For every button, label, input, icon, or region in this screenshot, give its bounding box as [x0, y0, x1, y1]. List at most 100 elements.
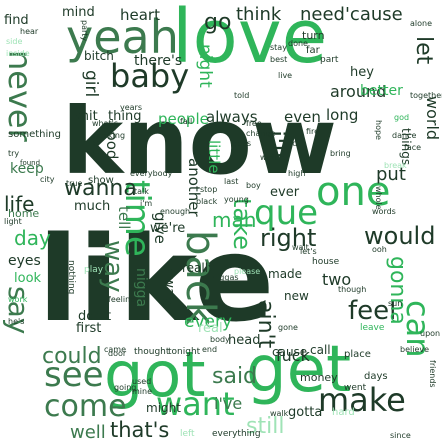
- word: came: [104, 345, 127, 354]
- word: never: [1, 50, 39, 142]
- word: stop: [200, 185, 218, 194]
- word: upon: [420, 329, 441, 338]
- word: take: [228, 198, 256, 250]
- word: goes: [232, 139, 252, 148]
- word: can: [399, 300, 437, 358]
- word: hope: [374, 120, 383, 140]
- word: right: [260, 224, 317, 252]
- word: hold: [90, 134, 101, 156]
- word: inside: [6, 49, 30, 58]
- word: let: [411, 36, 436, 65]
- word: ever: [270, 185, 300, 200]
- word: girl: [81, 70, 101, 98]
- word: place: [344, 349, 371, 360]
- word: another: [185, 158, 203, 217]
- word: ain't: [253, 300, 278, 349]
- word: gotta: [288, 405, 323, 420]
- word: please: [234, 267, 261, 276]
- word: look: [14, 271, 42, 286]
- word: tonight: [168, 347, 201, 357]
- word: house: [312, 257, 340, 267]
- word: high: [288, 169, 306, 178]
- word: body: [210, 335, 230, 344]
- word: keep: [10, 161, 44, 177]
- word: little: [205, 140, 223, 174]
- word: i've: [214, 394, 243, 413]
- word: better: [360, 83, 403, 99]
- word: i'm: [140, 199, 153, 208]
- word: got: [104, 338, 206, 411]
- word: made: [268, 267, 303, 281]
- word: that's: [110, 418, 170, 442]
- word: new: [284, 289, 309, 303]
- word: day: [14, 226, 51, 250]
- word: together: [410, 91, 442, 100]
- word: like: [38, 210, 275, 348]
- word: want: [156, 385, 235, 423]
- word: gonna: [385, 256, 410, 325]
- word: watch: [260, 153, 285, 162]
- word: yeah: [66, 10, 179, 64]
- word: niggas: [212, 273, 239, 282]
- word: tell: [115, 206, 133, 230]
- word: find: [4, 13, 29, 28]
- word: wanna: [64, 176, 137, 201]
- word: well: [70, 422, 106, 443]
- word: light: [4, 217, 22, 226]
- word: side: [6, 37, 23, 46]
- word: eyes: [8, 253, 41, 269]
- word: said: [212, 364, 258, 389]
- word: money: [300, 371, 338, 384]
- word: hard: [332, 407, 355, 418]
- word: though: [338, 285, 367, 294]
- word: he's: [8, 317, 25, 326]
- word: turn: [302, 29, 325, 42]
- word: i'd: [288, 139, 298, 148]
- word: party: [80, 20, 89, 42]
- word: make: [318, 381, 406, 419]
- word: one: [316, 169, 391, 215]
- word: don't: [78, 309, 112, 324]
- word: stay: [270, 43, 287, 52]
- word: looking: [96, 131, 126, 140]
- word: thought: [134, 347, 170, 357]
- word: last: [224, 177, 239, 186]
- word: nothing: [66, 260, 76, 295]
- word: alone: [410, 19, 433, 28]
- word: found: [20, 159, 41, 167]
- word: since: [390, 431, 411, 440]
- word: leave: [360, 323, 385, 333]
- word: always: [206, 108, 258, 126]
- word: change: [246, 129, 276, 138]
- word: baby: [110, 57, 190, 95]
- word: go: [204, 10, 232, 35]
- word: heart: [120, 6, 160, 24]
- word: part: [320, 55, 339, 65]
- word: back: [177, 230, 223, 326]
- word: know: [62, 88, 337, 195]
- word: end: [202, 345, 218, 354]
- word: days: [364, 371, 388, 382]
- word: people: [158, 110, 209, 128]
- word: bitch: [84, 49, 114, 63]
- word: went: [344, 383, 367, 393]
- word: words: [372, 207, 396, 216]
- word: what's: [92, 119, 119, 128]
- word: put: [376, 164, 406, 185]
- word: city: [40, 175, 55, 184]
- word: bring: [330, 149, 351, 158]
- word: fall: [180, 117, 193, 126]
- word: feeling: [108, 295, 136, 304]
- word: might: [146, 401, 181, 415]
- word: home: [8, 207, 40, 220]
- word: play: [84, 265, 104, 275]
- word: hey: [350, 65, 374, 80]
- word: done: [288, 39, 308, 48]
- word: good: [103, 122, 121, 160]
- word: i'll: [260, 130, 290, 159]
- word: give: [151, 212, 169, 244]
- word: que: [254, 193, 319, 233]
- word: way: [98, 240, 128, 293]
- word: life: [4, 192, 35, 216]
